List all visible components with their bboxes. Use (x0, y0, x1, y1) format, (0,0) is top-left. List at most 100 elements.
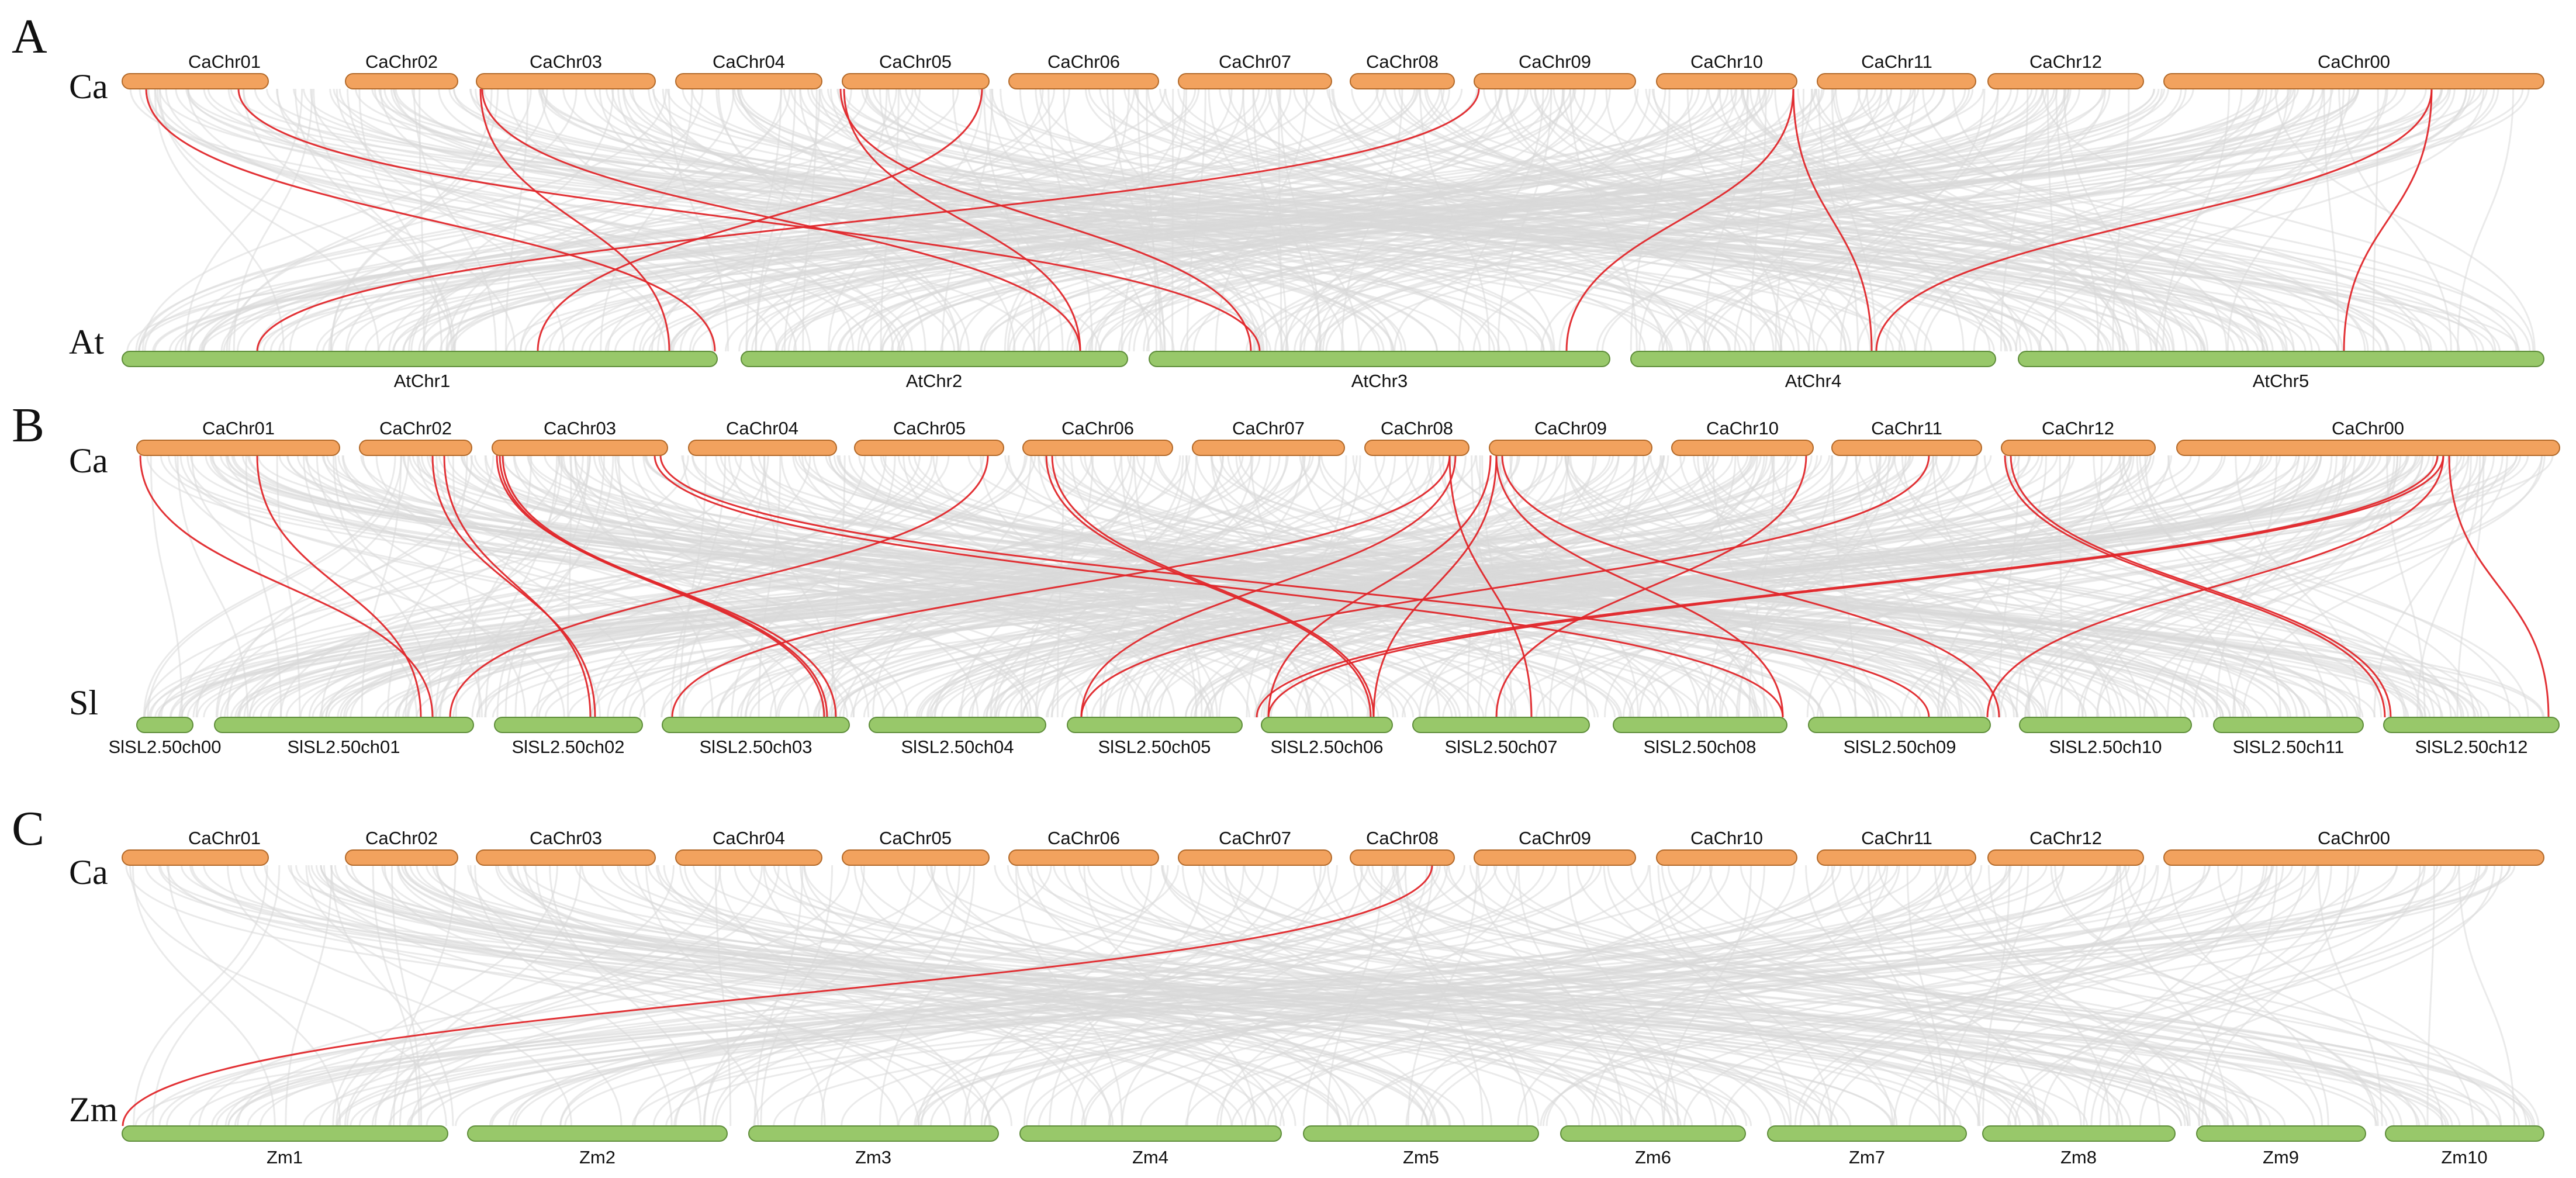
synteny-link (1908, 865, 2426, 1127)
chromosome-label: Zm5 (1403, 1147, 1439, 1167)
synteny-link (758, 455, 782, 718)
highlighted-synteny-link (431, 455, 596, 718)
synteny-link (390, 88, 1395, 352)
synteny-link (293, 88, 1903, 352)
synteny-link (346, 865, 850, 1127)
synteny-link (1572, 88, 2388, 352)
chromosome-bar (688, 440, 837, 456)
synteny-link (310, 88, 797, 352)
synteny-link (544, 455, 2544, 718)
synteny-link (192, 455, 933, 718)
panel-a-letter: A (12, 9, 47, 64)
chromosome-bar (1178, 849, 1332, 866)
synteny-link (336, 865, 675, 1127)
chromosome-bar (2019, 717, 2192, 733)
synteny-link (399, 865, 582, 1127)
chromosome-label: CaChr08 (1366, 51, 1439, 72)
synteny-link (1540, 865, 2457, 1127)
synteny-link (2024, 455, 2546, 718)
chromosome-label: SlSL2.50ch08 (1643, 737, 1756, 757)
synteny-link (330, 865, 454, 1127)
chromosome-bar (1831, 440, 1982, 456)
synteny-link (289, 88, 791, 352)
highlighted-synteny-link (1256, 455, 2439, 718)
chromosome-bar (2018, 351, 2544, 367)
panel-c-bottom-species-label: Zm (69, 1090, 117, 1129)
synteny-link (764, 865, 2059, 1127)
synteny-link (692, 865, 2449, 1127)
chromosome-label: CaChr09 (1519, 51, 1591, 72)
synteny-link (1253, 455, 2319, 718)
synteny-link (614, 88, 2194, 352)
synteny-link (1849, 865, 2208, 1127)
synteny-link (502, 455, 1876, 718)
chromosome-label: CaChr03 (544, 418, 616, 438)
synteny-link (1983, 455, 2383, 718)
synteny-link (601, 865, 2189, 1127)
synteny-link (1054, 455, 2409, 718)
synteny-link (548, 88, 1441, 352)
panel-a-top-species-label: Ca (69, 67, 108, 106)
chromosome-label: CaChr01 (202, 418, 275, 438)
synteny-link (484, 455, 1503, 718)
synteny-link (1084, 88, 1847, 352)
chromosome-bar (2213, 717, 2364, 733)
synteny-link (1279, 865, 1900, 1127)
chromosome-label: AtChr3 (1351, 371, 1408, 391)
synteny-link (1080, 455, 2232, 718)
synteny-link (406, 455, 1010, 718)
synteny-link (1898, 88, 2296, 352)
synteny-link (1630, 865, 2249, 1127)
panel-b-top-species-label: Ca (69, 441, 108, 480)
synteny-link (145, 865, 1498, 1127)
synteny-link (179, 455, 495, 718)
chromosome-label: CaChr09 (1519, 828, 1591, 848)
chromosome-bar (842, 73, 990, 89)
chromosome-label: CaChr11 (1871, 418, 1942, 438)
synteny-link (828, 455, 1892, 718)
chromosome-bar (1149, 351, 1610, 367)
synteny-link (227, 865, 2211, 1127)
chromosome-label: SlSL2.50ch01 (287, 737, 400, 757)
chromosome-bar (2163, 73, 2544, 89)
highlighted-synteny-link (256, 88, 1480, 352)
chromosome-bar (1261, 717, 1393, 733)
synteny-link (837, 455, 2364, 718)
synteny-link (227, 865, 2011, 1127)
synteny-link (452, 455, 1311, 718)
panel-b: B Ca Sl CaChr01 CaChr02 CaChr03 CaChr04 … (12, 398, 2560, 757)
synteny-link (1973, 88, 2388, 352)
chromosome-bar (476, 849, 656, 866)
synteny-link (841, 865, 2012, 1127)
highlighted-synteny-link (2448, 455, 2550, 718)
synteny-link (203, 88, 1379, 352)
chromosome-label: CaChr01 (188, 828, 261, 848)
chromosome-bar (345, 73, 458, 89)
chromosome-label: CaChr08 (1381, 418, 1453, 438)
synteny-link (1969, 865, 2161, 1127)
synteny-link (257, 455, 2521, 718)
panel-c-bottom-track: Zm1 Zm2 Zm3 Zm4 Zm5 Zm6 Zm7 Zm8 Zm9 Zm10 (122, 1125, 2544, 1167)
panel-c-top-species-label: Ca (69, 853, 108, 892)
synteny-link (524, 88, 2260, 352)
synteny-link (198, 865, 936, 1127)
chromosome-label: SlSL2.50ch12 (2415, 737, 2527, 757)
synteny-link (1498, 455, 1758, 718)
panel-c-highlighted-links (122, 865, 1433, 1127)
chromosome-label: CaChr00 (2318, 51, 2390, 72)
chromosome-bar (1560, 1125, 1746, 1142)
synteny-link (1901, 455, 2142, 718)
synteny-link (1774, 88, 1965, 352)
synteny-link (1085, 88, 2427, 352)
synteny-link (374, 88, 1385, 352)
synteny-link (436, 865, 1012, 1127)
synteny-link (1652, 88, 2153, 352)
synteny-link (1797, 88, 2175, 352)
synteny-link (591, 455, 887, 718)
synteny-link (1039, 88, 1706, 352)
chromosome-bar (1303, 1125, 1539, 1142)
synteny-link (513, 455, 1088, 718)
chromosome-label: Zm4 (1132, 1147, 1168, 1167)
chromosome-label: CaChr02 (365, 828, 438, 848)
